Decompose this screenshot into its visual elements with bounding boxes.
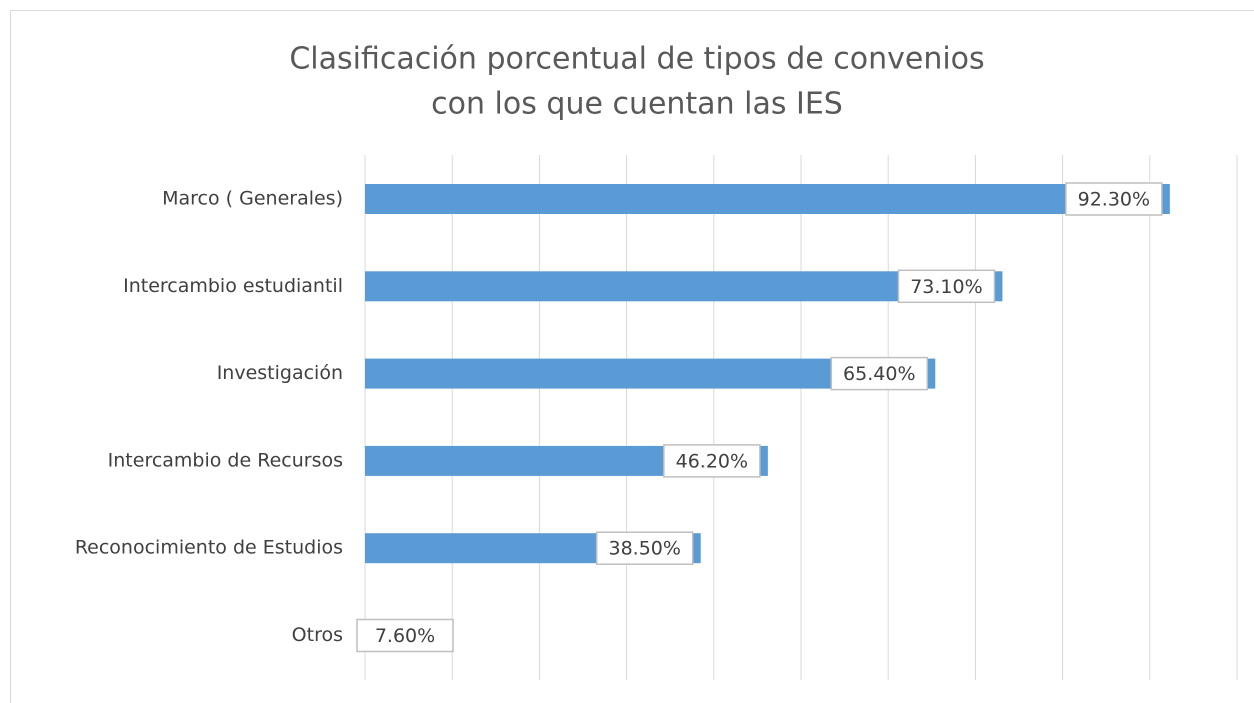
value-label: 38.50% bbox=[608, 538, 680, 560]
value-label-box bbox=[1065, 182, 1163, 216]
value-label-box bbox=[595, 531, 694, 565]
value-label-box bbox=[356, 618, 454, 653]
y-tick-label: Reconocimiento de Estudios bbox=[75, 537, 343, 559]
value-label: 7.60% bbox=[375, 625, 435, 647]
value-label: 73.10% bbox=[910, 276, 982, 298]
chart-title: Clasificación porcentual de tipos de con… bbox=[289, 42, 984, 77]
value-label-box bbox=[663, 444, 761, 478]
y-tick-label: Otros bbox=[292, 624, 343, 646]
bar bbox=[365, 184, 1170, 214]
y-tick-label: Intercambio de Recursos bbox=[108, 449, 343, 471]
value-label: 92.30% bbox=[1078, 189, 1150, 211]
y-tick-label: Investigación bbox=[217, 362, 343, 384]
value-label-box bbox=[830, 356, 929, 391]
value-label: 46.20% bbox=[676, 450, 748, 472]
y-tick-label: Intercambio estudiantil bbox=[123, 275, 343, 297]
bar bbox=[365, 271, 1003, 302]
value-label: 65.40% bbox=[843, 363, 915, 385]
value-label-box bbox=[897, 269, 996, 304]
chart-frame bbox=[10, 10, 1254, 703]
chart-title: con los que cuentan las IES bbox=[431, 87, 843, 122]
y-tick-label: Marco ( Generales) bbox=[162, 188, 343, 210]
